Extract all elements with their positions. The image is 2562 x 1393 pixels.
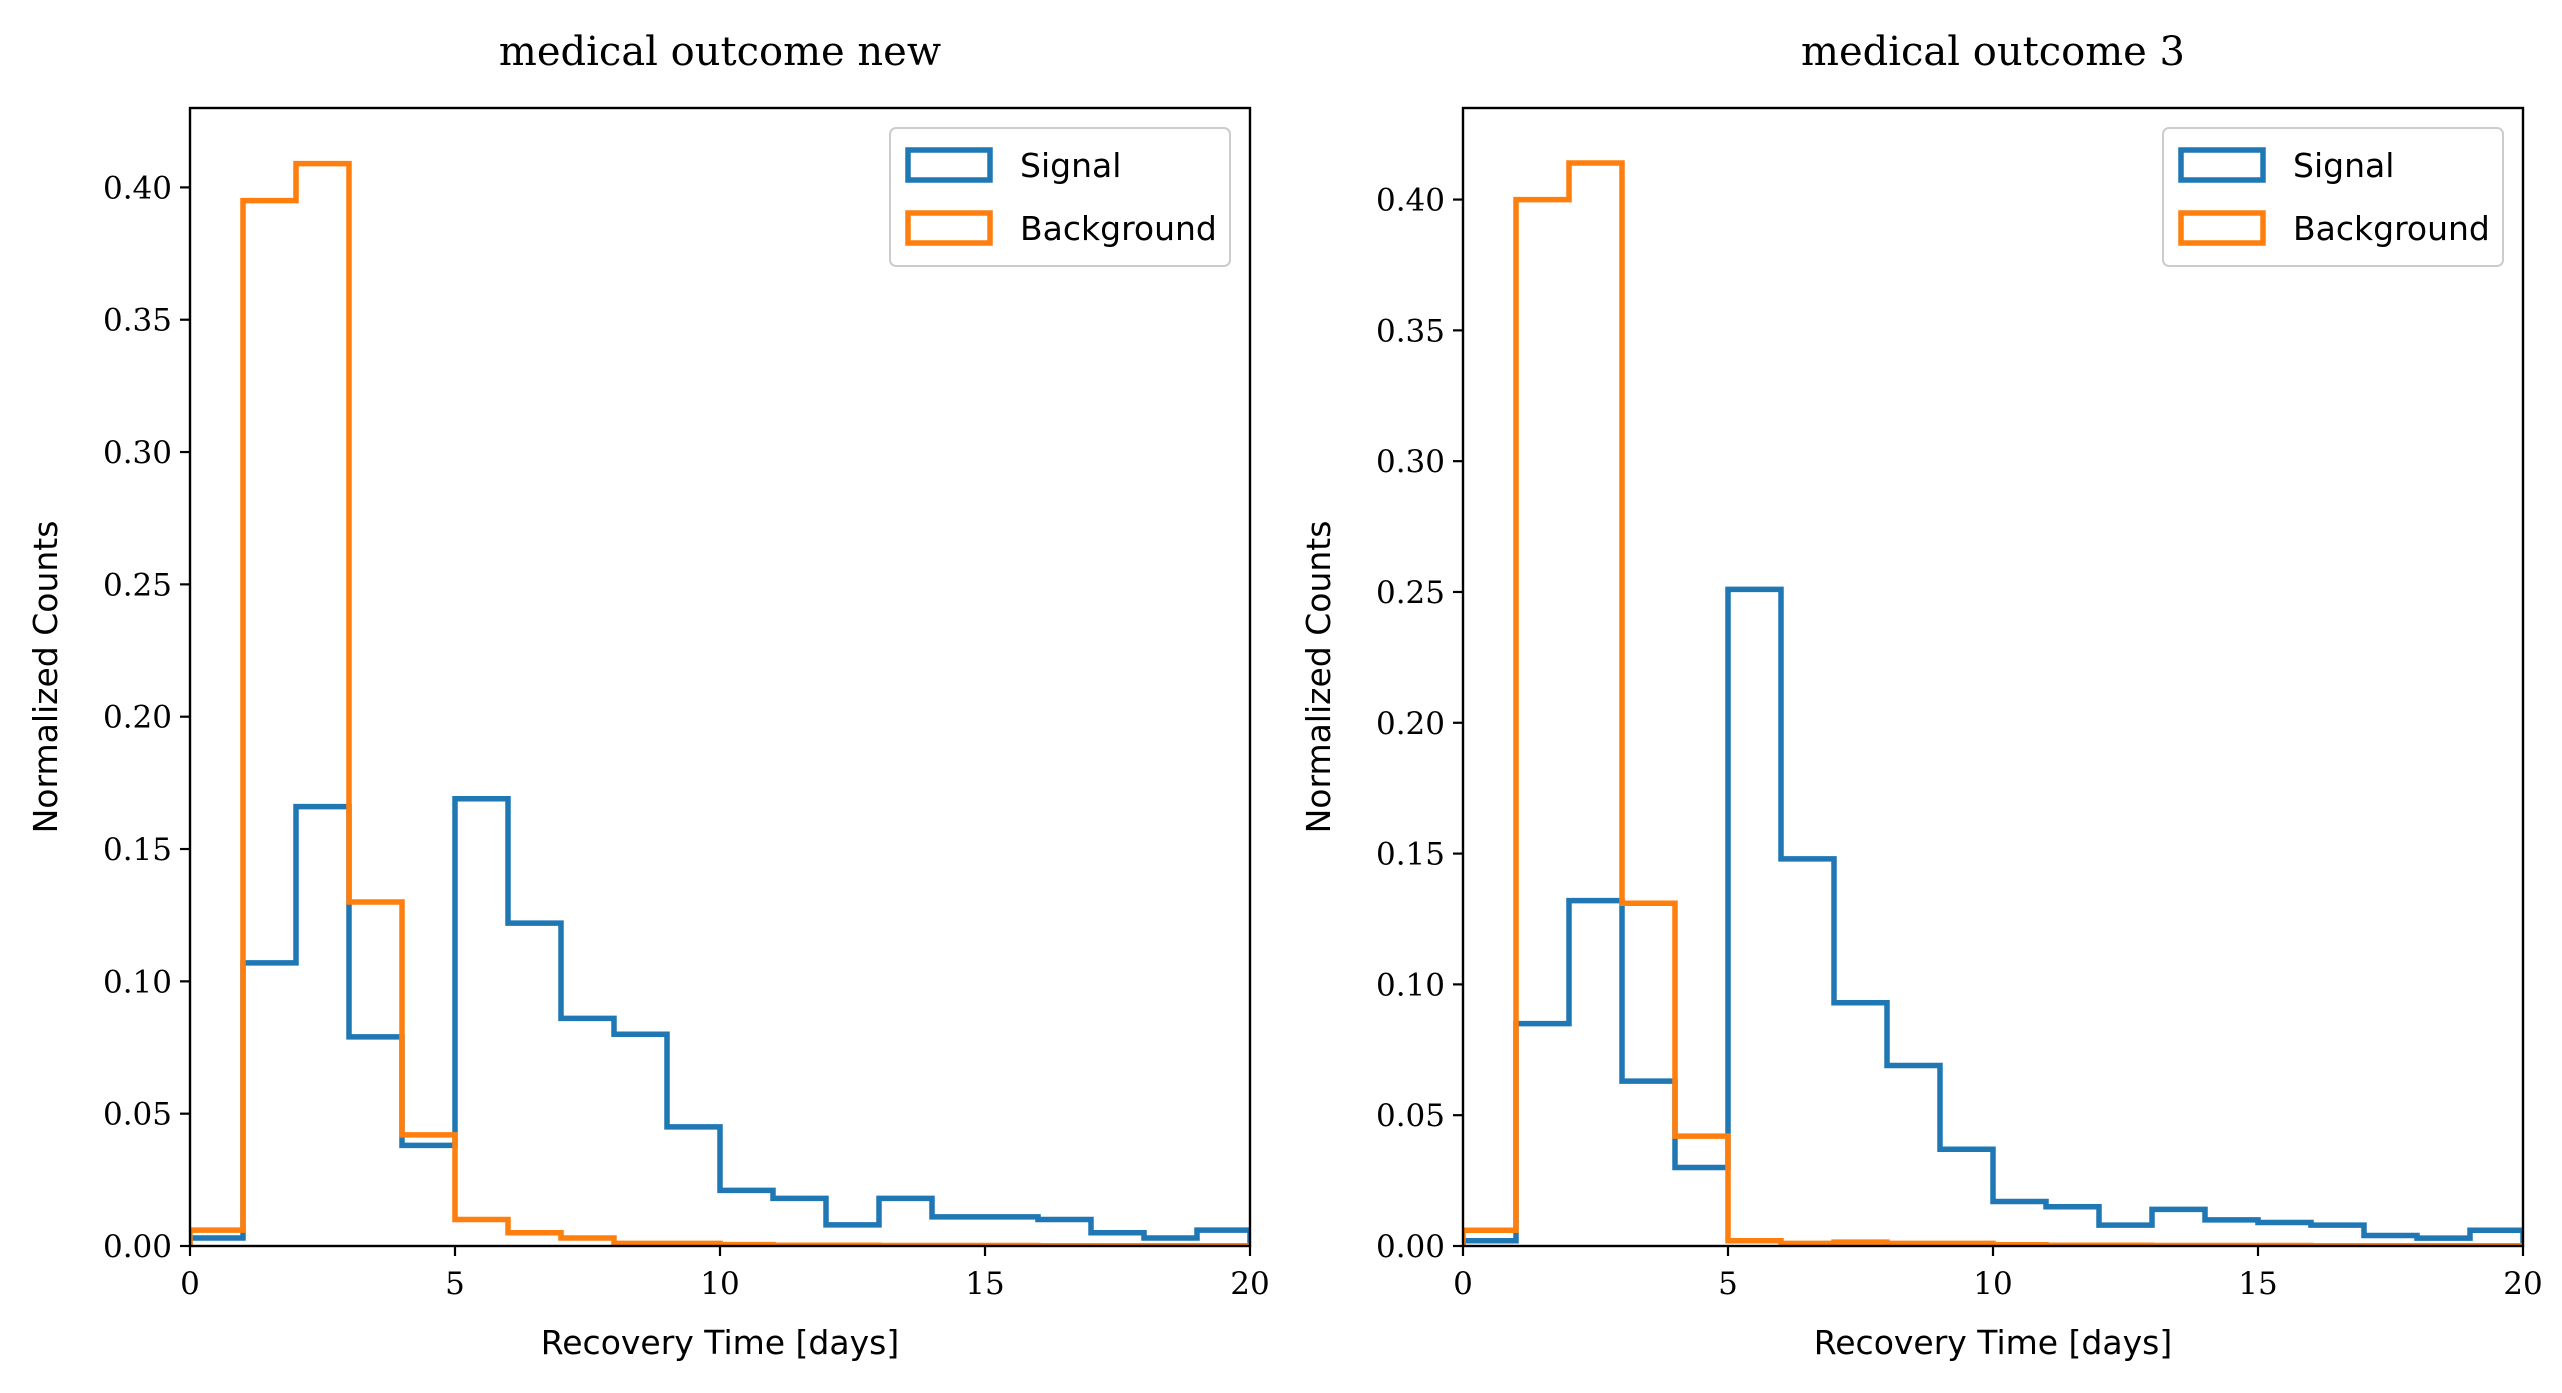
y-tick-label: 0.05 (1376, 1098, 1445, 1134)
x-axis-label: Recovery Time [days] (541, 1323, 899, 1362)
y-tick-label: 0.10 (1376, 967, 1445, 1003)
x-axis-label: Recovery Time [days] (1814, 1323, 2172, 1362)
y-tick-label: 0.35 (1376, 313, 1445, 349)
x-tick-label: 15 (965, 1266, 1004, 1302)
series-signal-step (1463, 586, 2523, 1246)
x-tick-label: 20 (1230, 1266, 1269, 1302)
legend-swatch-background (905, 210, 993, 246)
y-tick-label: 0.30 (103, 435, 172, 471)
y-tick-label: 0.25 (1376, 575, 1445, 611)
y-tick-label: 0.15 (103, 832, 172, 868)
x-tick-label: 20 (2503, 1266, 2542, 1302)
y-tick-label: 0.15 (1376, 837, 1445, 873)
y-tick-label: 0.30 (1376, 444, 1445, 480)
chart-title: medical outcome 3 (1801, 29, 2185, 75)
y-tick-label: 0.00 (1376, 1229, 1445, 1265)
y-tick-label: 0.00 (103, 1229, 172, 1265)
y-tick-label: 0.20 (1376, 706, 1445, 742)
legend-frame (2162, 127, 2504, 267)
legend-swatch-background (2178, 210, 2266, 246)
chart-panel-left: medical outcome new Recovery Time [days]… (26, 29, 1270, 1362)
x-tick-label: 15 (2238, 1266, 2277, 1302)
legend: Signal Background (889, 127, 1231, 267)
x-tick-label: 0 (180, 1266, 200, 1302)
x-tick-label: 5 (445, 1266, 465, 1302)
y-tick-label: 0.40 (103, 170, 172, 206)
plot-area: 0 5 10 15 20 0.00 0.05 0.10 0.15 0.20 0.25 0.30 0.35… (103, 106, 1270, 1302)
y-axis-label: Normalized Counts (26, 521, 65, 834)
legend-label-signal: Signal (1020, 146, 1121, 185)
plot-area: 0 5 10 15 20 0.00 0.05 0.10 0.15 0.20 0.25 0.30 0.35… (1376, 106, 2543, 1302)
x-tick-label: 5 (1718, 1266, 1738, 1302)
y-tick-label: 0.20 (103, 700, 172, 736)
y-tick-label: 0.10 (103, 964, 172, 1000)
y-tick-label: 0.35 (103, 303, 172, 339)
y-tick-label: 0.25 (103, 567, 172, 603)
chart-panel-right: medical outcome 3 Recovery Time [days] N… (1299, 29, 2543, 1362)
legend-frame (889, 127, 1231, 267)
x-tick-label: 10 (1973, 1266, 2012, 1302)
x-tick-label: 0 (1453, 1266, 1473, 1302)
chart-title: medical outcome new (499, 29, 941, 75)
x-tick-label: 10 (700, 1266, 739, 1302)
series-signal-step (190, 795, 1250, 1246)
legend: Signal Background (2162, 127, 2504, 267)
legend-swatch-signal (905, 147, 993, 183)
y-tick-label: 0.05 (103, 1097, 172, 1133)
legend-label-signal: Signal (2293, 146, 2394, 185)
y-axis-label: Normalized Counts (1299, 521, 1338, 834)
legend-label-background: Background (2293, 209, 2490, 248)
y-tick-label: 0.40 (1376, 183, 1445, 219)
legend-label-background: Background (1020, 209, 1217, 248)
legend-swatch-signal (2178, 147, 2266, 183)
